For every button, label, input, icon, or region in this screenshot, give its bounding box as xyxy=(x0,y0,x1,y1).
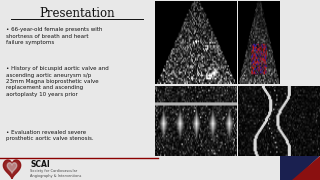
Text: • Evaluation revealed severe
prosthetic aortic valve stenosis.: • Evaluation revealed severe prosthetic … xyxy=(6,130,94,141)
Text: Presentation: Presentation xyxy=(39,7,115,20)
Text: SCAI: SCAI xyxy=(30,160,50,169)
Polygon shape xyxy=(280,156,320,180)
Polygon shape xyxy=(292,156,320,180)
Polygon shape xyxy=(3,160,21,179)
Text: • 66-year-old female presents with
shortness of breath and heart
failure symptom: • 66-year-old female presents with short… xyxy=(6,27,102,45)
Polygon shape xyxy=(7,163,17,173)
Text: Society for Cardiovascular
Angiography & Interventions: Society for Cardiovascular Angiography &… xyxy=(30,169,82,178)
Text: • History of bicuspid aortic valve and
ascending aortic aneurysm s/p
23mm Magna : • History of bicuspid aortic valve and a… xyxy=(6,66,109,97)
